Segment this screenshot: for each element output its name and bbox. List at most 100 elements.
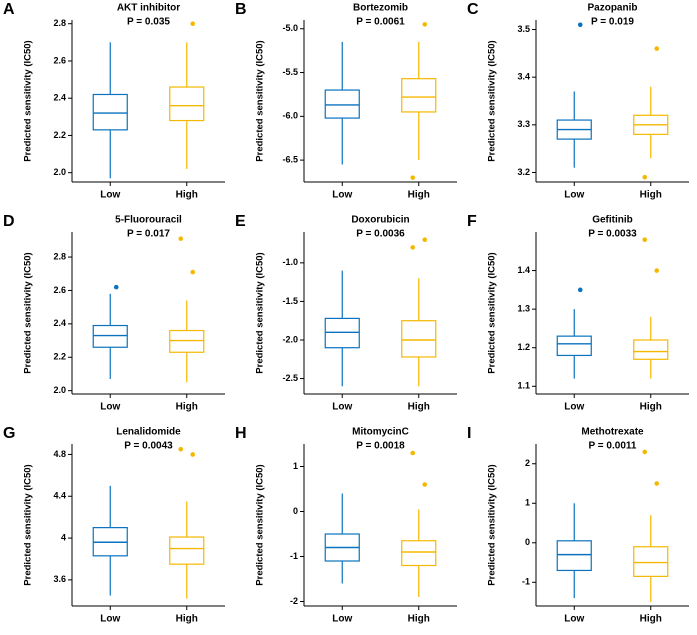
panel-title: Bortezomib [353, 3, 408, 14]
p-value: P = 0.0036 [356, 229, 405, 240]
y-tick-label: 4 [61, 532, 66, 542]
x-tick-label: Low [564, 402, 584, 413]
box [633, 339, 669, 360]
outlier [642, 237, 648, 243]
y-tick-label: 3.5 [517, 24, 530, 34]
outlier [190, 269, 196, 275]
y-tick-label: 4.8 [53, 449, 66, 459]
box [556, 540, 592, 572]
panel-label: F [467, 213, 477, 230]
outlier [422, 237, 428, 243]
outlier [422, 482, 428, 487]
y-axis-label: Predicted sensitivity (IC50) [23, 40, 34, 161]
p-value: P = 0.0033 [588, 229, 637, 240]
panel-label: E [235, 213, 246, 230]
y-tick-label: 2.2 [53, 352, 66, 362]
y-tick-label: 2.0 [53, 385, 66, 395]
outlier [178, 236, 184, 241]
outlier [410, 175, 416, 180]
outlier [642, 174, 648, 180]
outlier [190, 21, 196, 27]
box [324, 317, 360, 349]
p-value: P = 0.035 [127, 17, 170, 28]
outlier [178, 446, 184, 452]
panel-label: C [467, 1, 479, 18]
y-tick-label: 4.4 [53, 491, 66, 501]
y-tick-label: 3.3 [517, 119, 530, 129]
p-value: P = 0.0061 [356, 17, 405, 28]
panel-title: Doxorubicin [351, 215, 409, 226]
box [401, 78, 437, 113]
y-axis-label: Predicted sensitivity (IC50) [487, 252, 498, 373]
y-tick-label: 1.1 [517, 381, 530, 391]
y-tick-label: -6.0 [282, 111, 298, 121]
y-tick-label: 1.4 [517, 265, 530, 275]
box [92, 93, 128, 131]
outlier [422, 22, 428, 27]
box [92, 324, 128, 348]
y-tick-label: -2.0 [282, 334, 298, 344]
p-value: P = 0.019 [591, 17, 634, 28]
y-tick-label: 2.2 [53, 130, 66, 140]
y-tick-label: -1.0 [282, 257, 298, 267]
y-tick-label: 2.0 [53, 167, 66, 177]
panel-title: Lenalidomide [116, 427, 181, 438]
x-tick-label: Low [332, 402, 352, 413]
p-value: P = 0.0043 [124, 441, 173, 452]
y-axis-label: Predicted sensitivity (IC50) [255, 40, 266, 161]
y-tick-label: 3.6 [53, 574, 66, 584]
x-tick-label: Low [100, 614, 120, 625]
outlier [410, 450, 416, 456]
panel-label: A [3, 1, 15, 18]
x-tick-label: High [640, 402, 662, 413]
panel-title: Pazopanib [587, 3, 637, 14]
box [556, 335, 592, 357]
outlier [654, 481, 660, 486]
outlier [577, 287, 583, 293]
outlier [654, 46, 660, 51]
x-tick-label: Low [564, 614, 584, 625]
outlier [190, 452, 196, 457]
y-tick-label: 3.2 [517, 167, 530, 177]
y-tick-label: 0 [293, 506, 298, 516]
x-tick-label: Low [564, 190, 584, 201]
y-tick-label: 3.4 [517, 72, 530, 82]
panel-label: I [467, 425, 471, 442]
panel-title: AKT inhibitor [117, 3, 180, 14]
p-value: P = 0.0018 [356, 441, 405, 452]
box [169, 536, 205, 565]
y-tick-label: -2 [290, 596, 298, 606]
box [633, 546, 669, 577]
y-tick-label: -1 [290, 551, 298, 561]
y-tick-label: 0 [525, 537, 530, 547]
panel-title: Gefitinib [592, 215, 633, 226]
y-axis-label: Predicted sensitivity (IC50) [487, 40, 498, 161]
box [324, 89, 360, 119]
y-tick-label: 1.3 [517, 304, 530, 314]
x-tick-label: High [408, 614, 430, 625]
y-tick-label: 1 [293, 461, 298, 471]
box [169, 86, 205, 122]
y-tick-label: 2.4 [53, 93, 66, 103]
x-tick-label: High [640, 190, 662, 201]
p-value: P = 0.0011 [589, 441, 637, 452]
p-value: P = 0.017 [127, 229, 170, 240]
y-axis-label: Predicted sensitivity (IC50) [487, 464, 498, 585]
panel-label: B [235, 1, 247, 18]
panel-label: H [235, 425, 247, 442]
y-tick-label: -1 [522, 577, 530, 587]
y-axis-label: Predicted sensitivity (IC50) [23, 252, 34, 373]
y-axis-label: Predicted sensitivity (IC50) [255, 464, 266, 585]
x-tick-label: High [176, 614, 198, 625]
outlier [642, 449, 648, 455]
panel-title: Methotrexate [581, 427, 644, 438]
outlier [577, 22, 583, 28]
outlier [410, 245, 416, 250]
x-tick-label: High [408, 190, 430, 201]
box [401, 540, 437, 567]
x-tick-label: High [640, 614, 662, 625]
y-tick-label: 1.2 [517, 342, 530, 352]
y-tick-label: 2.6 [53, 285, 66, 295]
box [169, 329, 205, 353]
